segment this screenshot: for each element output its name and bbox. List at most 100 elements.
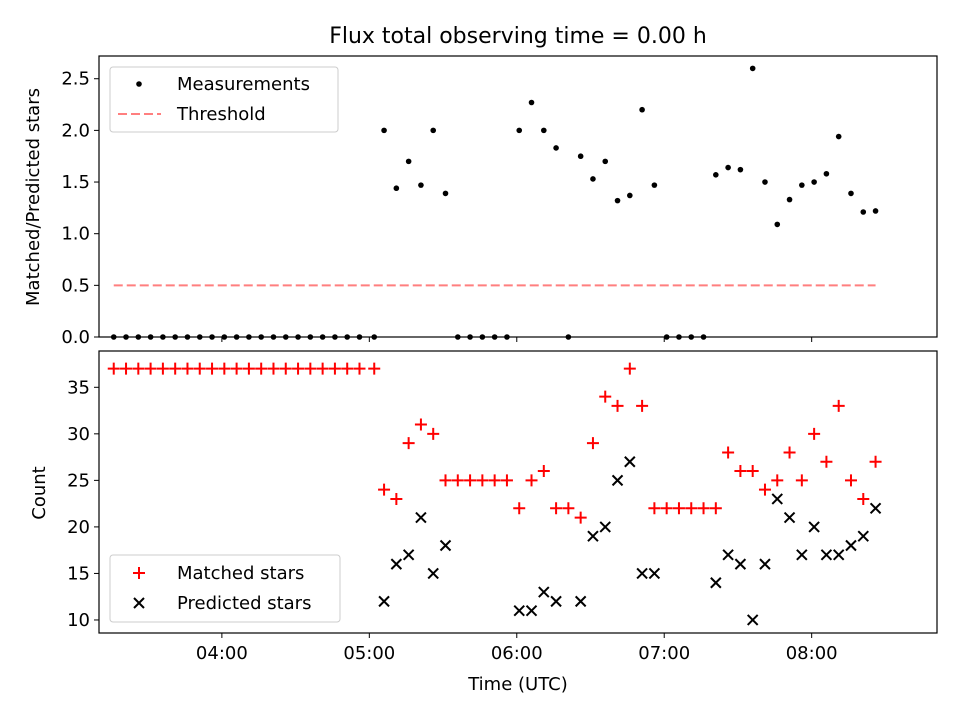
top-y-axis-label: Matched/Predicted stars — [23, 88, 44, 306]
top-plot-marks — [110, 65, 879, 340]
point-measurements — [590, 176, 596, 182]
point-measurements — [872, 208, 879, 214]
point-measurements — [614, 197, 621, 204]
point-matched-stars — [353, 362, 366, 375]
point-matched-stars — [709, 502, 722, 515]
point-matched-stars — [292, 362, 305, 375]
point-measurements — [295, 334, 301, 340]
bottom-x-ticks: 04:00 05:00 06:00 07:00 08:00 — [196, 633, 838, 664]
point-predicted-stars — [587, 530, 599, 542]
bottom-y-tick-label: 10 — [67, 610, 90, 631]
point-measurements — [749, 65, 756, 72]
bottom-legend-box — [109, 554, 341, 623]
point-matched-stars — [169, 362, 182, 375]
point-predicted-stars — [611, 474, 624, 487]
point-matched-stars — [820, 455, 833, 468]
point-measurements — [418, 182, 424, 188]
bottom-y-tick-label: 20 — [67, 517, 90, 538]
point-matched-stars — [378, 483, 391, 496]
point-matched-stars — [255, 362, 268, 375]
point-matched-stars — [341, 362, 354, 375]
point-predicted-stars — [624, 456, 636, 468]
point-predicted-stars — [759, 558, 771, 570]
point-matched-stars — [857, 492, 870, 505]
point-matched-stars — [368, 362, 381, 375]
point-matched-stars — [611, 399, 624, 412]
point-measurements — [627, 192, 633, 199]
point-matched-stars — [648, 502, 661, 515]
point-measurements — [454, 334, 461, 340]
point-measurements — [160, 334, 166, 340]
point-measurements — [405, 158, 412, 165]
point-measurements — [356, 334, 363, 340]
point-measurements — [147, 334, 154, 340]
point-predicted-stars — [808, 521, 820, 533]
point-matched-stars — [279, 362, 292, 375]
point-predicted-stars — [427, 567, 439, 580]
point-measurements — [676, 334, 682, 340]
point-matched-stars — [242, 362, 255, 375]
legend-label-predicted-stars: Predicted stars — [177, 593, 311, 614]
point-matched-stars — [808, 427, 821, 440]
point-measurements — [282, 334, 289, 340]
point-measurements — [516, 127, 523, 134]
top-legend: Measurements Threshold — [109, 66, 339, 133]
point-measurements — [381, 127, 387, 134]
point-matched-stars — [488, 474, 501, 487]
point-predicted-stars — [550, 595, 562, 608]
point-measurements — [663, 334, 670, 340]
point-predicted-stars — [710, 577, 722, 589]
point-measurements — [430, 127, 437, 134]
point-measurements — [319, 334, 326, 340]
legend-label-matched-stars: Matched stars — [177, 563, 304, 584]
point-measurements — [565, 334, 572, 340]
point-measurements — [344, 334, 351, 340]
point-predicted-stars — [820, 549, 833, 561]
point-measurements — [467, 334, 473, 340]
point-matched-stars — [623, 362, 636, 375]
point-matched-stars — [464, 474, 477, 487]
point-matched-stars — [586, 437, 599, 450]
point-measurements — [639, 106, 645, 113]
bottom-x-tick-label: 06:00 — [491, 643, 543, 664]
point-measurements — [713, 172, 719, 178]
bottom-y-tick-label: 25 — [67, 470, 90, 491]
point-measurements — [700, 334, 707, 340]
bottom-y-ticks: 10 15 20 25 30 35 — [67, 377, 99, 631]
point-matched-stars — [476, 474, 489, 487]
top-y-tick-label: 2.5 — [61, 69, 90, 90]
point-measurements — [577, 153, 584, 160]
bottom-y-tick-label: 35 — [67, 377, 90, 398]
point-measurements — [123, 334, 129, 340]
point-measurements — [246, 334, 252, 340]
point-matched-stars — [734, 465, 747, 478]
point-matched-stars — [181, 362, 194, 375]
top-panel: Flux total observing time = 0.00 h Match… — [23, 24, 938, 348]
point-measurements — [737, 166, 744, 173]
point-predicted-stars — [746, 614, 759, 626]
point-measurements — [270, 334, 277, 340]
point-matched-stars — [844, 474, 857, 487]
bottom-y-tick-label: 15 — [67, 563, 90, 584]
point-matched-stars — [722, 446, 735, 459]
point-measurements — [835, 133, 842, 140]
point-matched-stars — [636, 399, 649, 412]
point-matched-stars — [685, 502, 698, 515]
legend-marker-predicted-stars — [133, 597, 145, 609]
point-predicted-stars — [390, 558, 403, 570]
point-matched-stars — [758, 483, 771, 496]
point-matched-stars — [832, 399, 845, 412]
point-matched-stars — [414, 418, 427, 431]
point-measurements — [528, 99, 535, 106]
point-measurements — [811, 179, 817, 185]
point-predicted-stars — [599, 521, 611, 533]
bottom-plot-marks — [107, 362, 882, 626]
point-matched-stars — [439, 474, 452, 487]
point-measurements — [799, 182, 805, 188]
bottom-plot-frame — [98, 350, 938, 634]
point-predicted-stars — [722, 549, 734, 561]
point-matched-stars — [304, 362, 317, 375]
point-matched-stars — [218, 362, 231, 375]
point-predicted-stars — [538, 586, 550, 598]
point-matched-stars — [316, 362, 329, 375]
